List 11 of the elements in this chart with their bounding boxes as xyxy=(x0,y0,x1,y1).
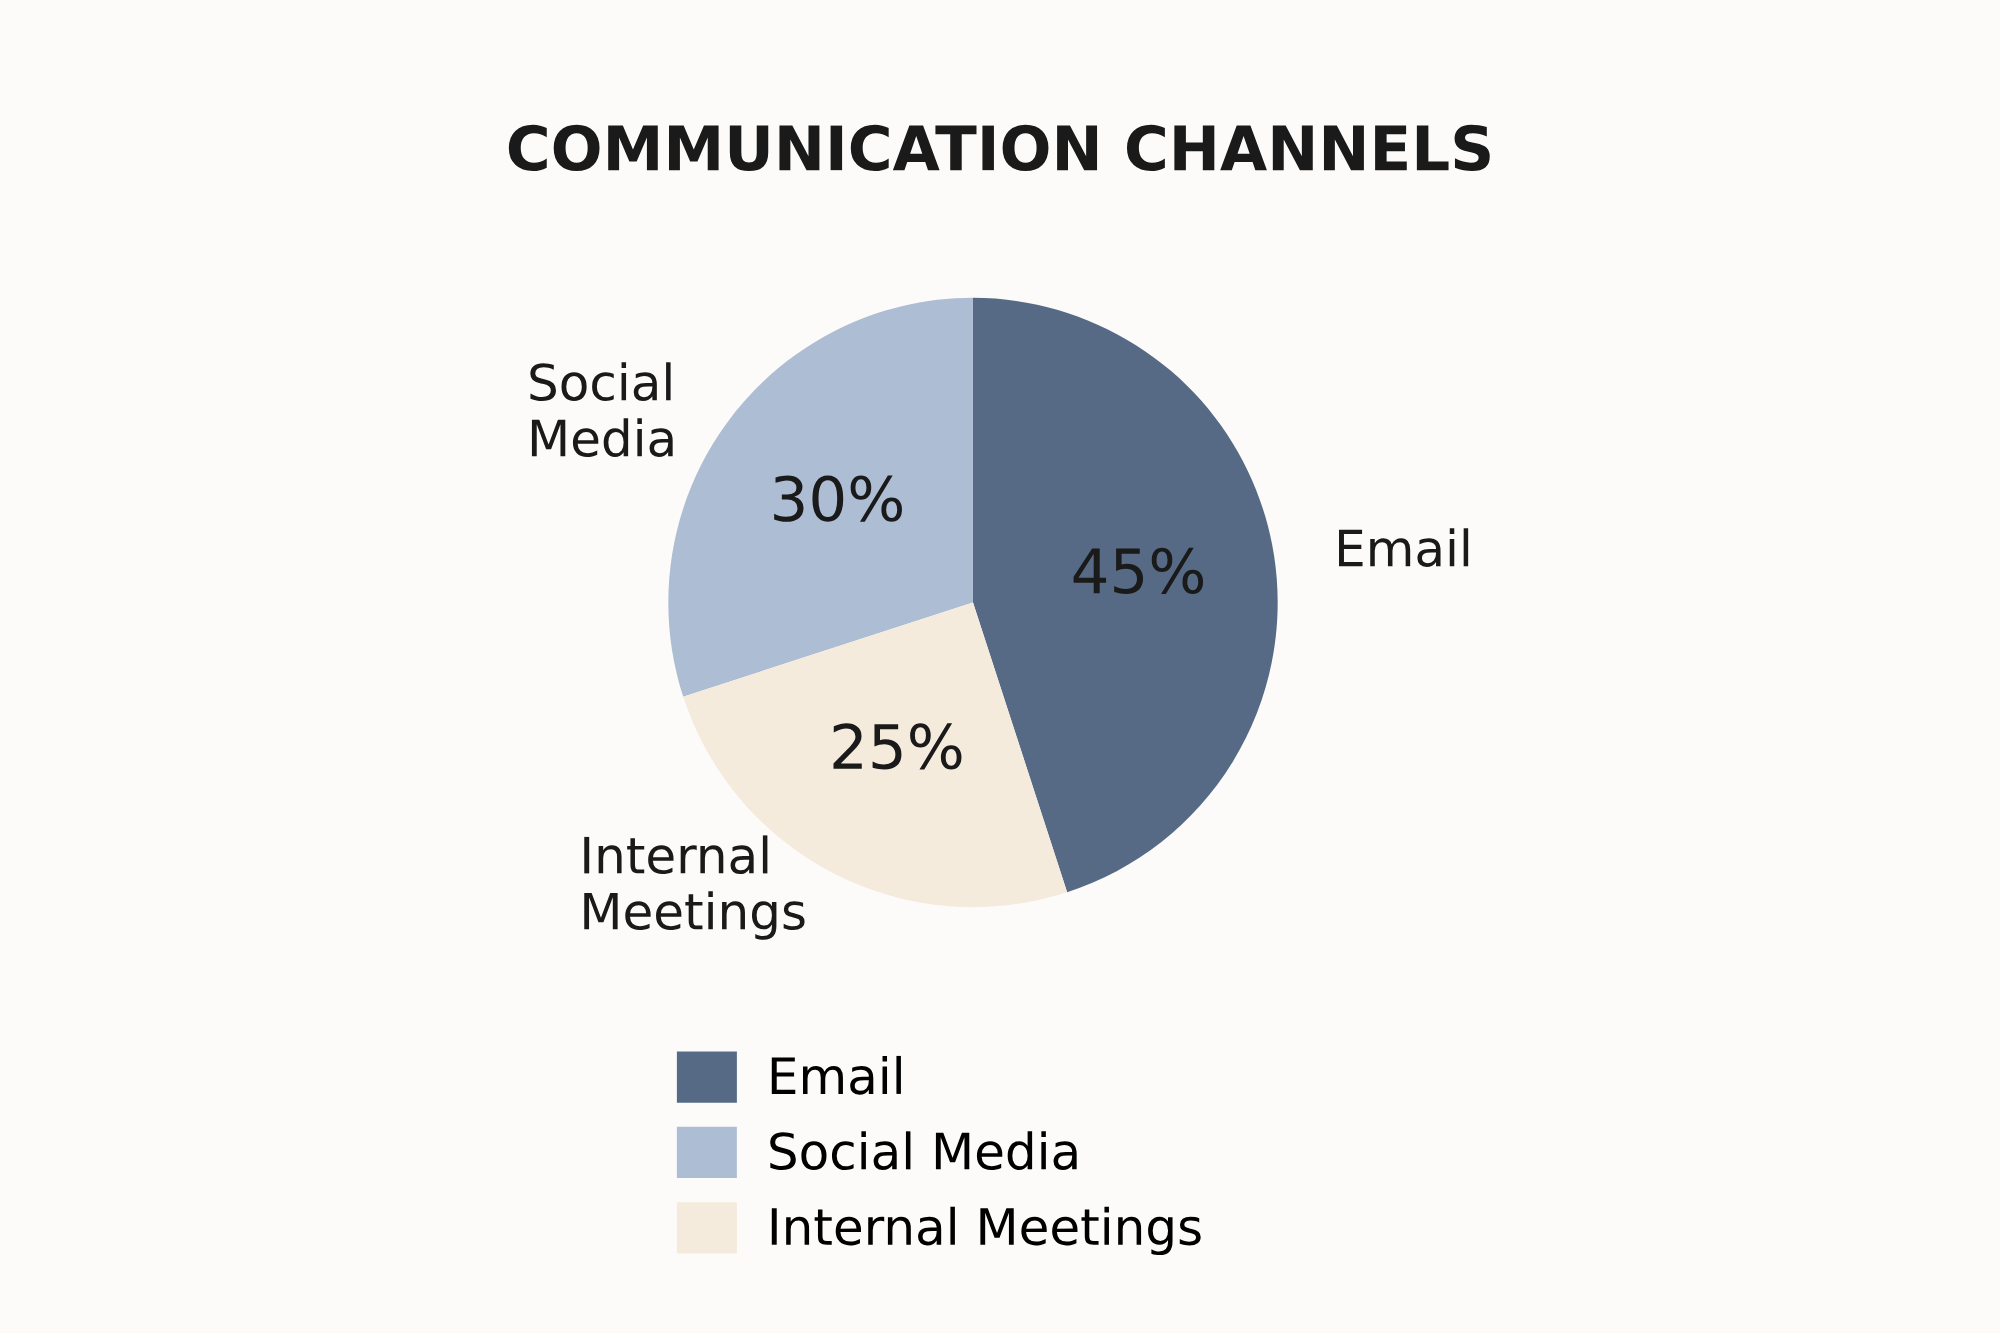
data-label: 30% xyxy=(774,475,902,522)
slice-label: Social Media xyxy=(530,362,673,457)
chart-title: COMMUNICATION CHANNELS xyxy=(508,124,1490,172)
data-label: 45% xyxy=(1073,547,1204,595)
slice-label: Email xyxy=(1339,528,1469,567)
legend-label: Social Media xyxy=(770,1131,1077,1171)
slice-label: Internal Meetings xyxy=(584,835,805,940)
legend-label: Email xyxy=(771,1055,901,1095)
legend-label: Internal Meetings xyxy=(771,1206,1201,1256)
pie-slice xyxy=(973,297,1278,893)
data-label: 25% xyxy=(833,723,962,770)
